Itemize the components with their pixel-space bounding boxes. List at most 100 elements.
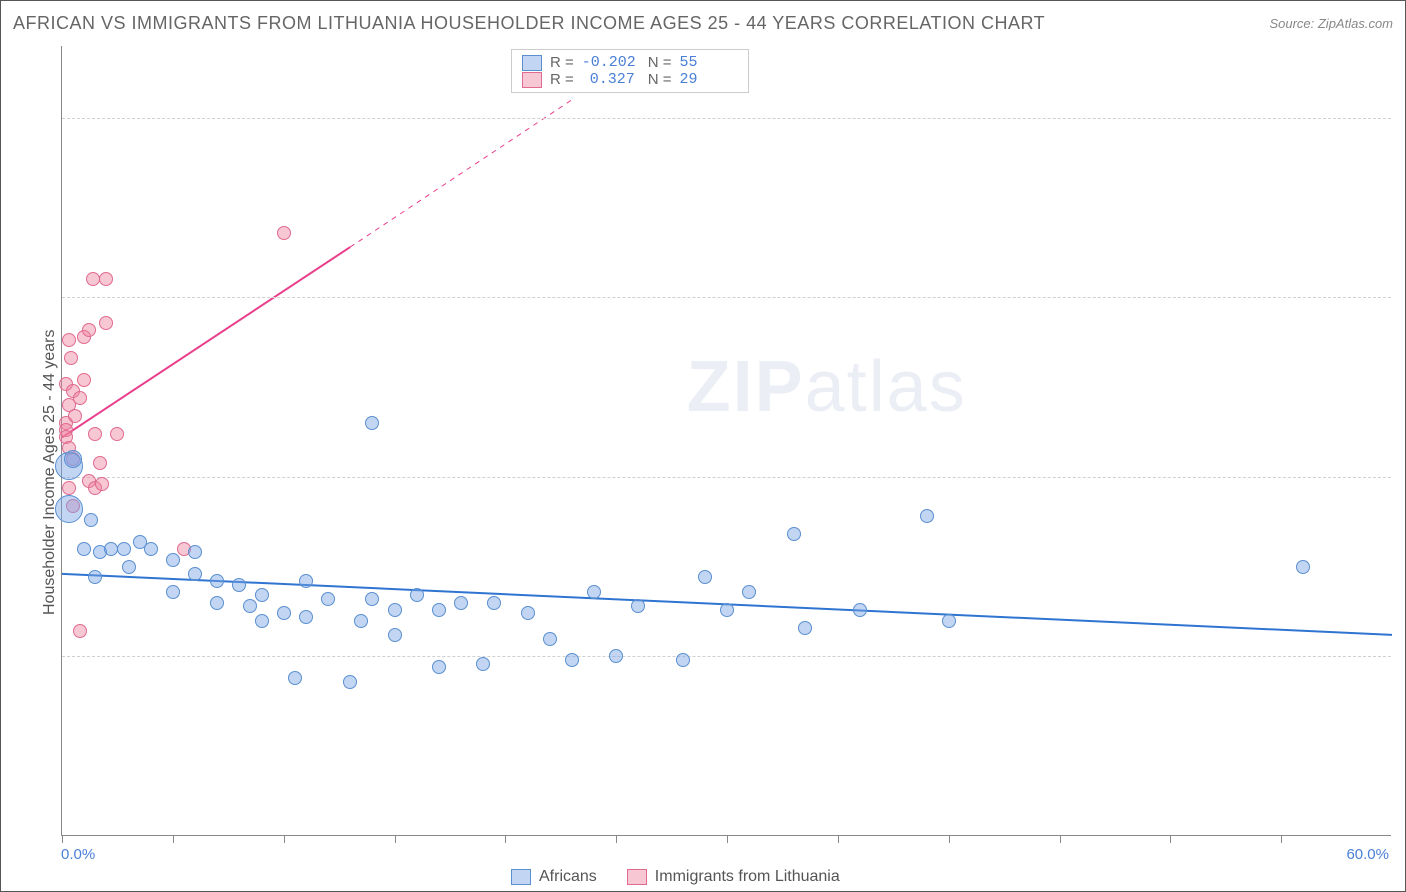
data-point-africans (521, 606, 535, 620)
data-point-africans (487, 596, 501, 610)
data-point-africans (104, 542, 118, 556)
legend-row-lithuania: R = 0.327 N = 29 (522, 71, 738, 88)
source-label: Source: ZipAtlas.com (1269, 16, 1393, 31)
data-point-africans (255, 588, 269, 602)
x-tick (284, 835, 285, 843)
legend-item-africans: Africans (511, 868, 597, 886)
data-point-lithuania (95, 477, 109, 491)
data-point-africans (698, 570, 712, 584)
x-max-label: 60.0% (1346, 846, 1389, 863)
data-point-africans (1296, 560, 1310, 574)
data-point-africans (166, 585, 180, 599)
data-point-lithuania (93, 456, 107, 470)
data-point-africans (853, 603, 867, 617)
data-point-africans (277, 606, 291, 620)
grid-line (62, 297, 1391, 298)
data-point-africans (77, 542, 91, 556)
data-point-africans (210, 596, 224, 610)
data-point-africans (432, 660, 446, 674)
data-point-lithuania (68, 409, 82, 423)
data-point-africans (920, 509, 934, 523)
title-bar: AFRICAN VS IMMIGRANTS FROM LITHUANIA HOU… (13, 9, 1393, 37)
data-point-lithuania (277, 226, 291, 240)
data-point-africans (321, 592, 335, 606)
data-point-africans (365, 592, 379, 606)
data-point-africans (454, 596, 468, 610)
data-point-africans (64, 450, 82, 468)
swatch-lithuania-bottom (627, 869, 647, 885)
data-point-africans (117, 542, 131, 556)
x-tick (62, 835, 63, 843)
data-point-lithuania (86, 272, 100, 286)
data-point-africans (299, 610, 313, 624)
data-point-africans (798, 621, 812, 635)
chart-title: AFRICAN VS IMMIGRANTS FROM LITHUANIA HOU… (13, 13, 1045, 34)
x-min-label: 0.0% (61, 846, 95, 863)
grid-line (62, 477, 1391, 478)
x-tick (1281, 835, 1282, 843)
y-axis-title: Householder Income Ages 25 - 44 years (41, 329, 59, 615)
swatch-lithuania (522, 72, 542, 88)
data-point-africans (720, 603, 734, 617)
data-point-africans (354, 614, 368, 628)
x-tick (395, 835, 396, 843)
data-point-africans (166, 553, 180, 567)
x-tick (173, 835, 174, 843)
legend-correlation: R = -0.202 N = 55 R = 0.327 N = 29 (511, 49, 749, 93)
legend-item-lithuania: Immigrants from Lithuania (627, 868, 840, 886)
data-point-africans (410, 588, 424, 602)
grid-line (62, 118, 1391, 119)
data-point-africans (144, 542, 158, 556)
data-point-africans (88, 570, 102, 584)
data-point-africans (388, 628, 402, 642)
data-point-africans (565, 653, 579, 667)
x-tick (505, 835, 506, 843)
data-point-lithuania (99, 272, 113, 286)
data-point-africans (188, 567, 202, 581)
data-point-lithuania (73, 391, 87, 405)
data-point-africans (587, 585, 601, 599)
x-tick (1170, 835, 1171, 843)
x-tick (949, 835, 950, 843)
data-point-africans (243, 599, 257, 613)
legend-series: Africans Immigrants from Lithuania (511, 868, 840, 886)
data-point-lithuania (62, 481, 76, 495)
x-tick (727, 835, 728, 843)
data-point-africans (188, 545, 202, 559)
data-point-lithuania (82, 323, 96, 337)
data-point-africans (676, 653, 690, 667)
data-point-africans (84, 513, 98, 527)
data-point-africans (631, 599, 645, 613)
data-point-africans (365, 416, 379, 430)
x-tick (616, 835, 617, 843)
data-point-africans (288, 671, 302, 685)
swatch-africans-bottom (511, 869, 531, 885)
x-tick (838, 835, 839, 843)
data-point-africans (210, 574, 224, 588)
chart-container: AFRICAN VS IMMIGRANTS FROM LITHUANIA HOU… (0, 0, 1406, 892)
x-tick (1060, 835, 1061, 843)
data-point-africans (787, 527, 801, 541)
data-point-lithuania (64, 351, 78, 365)
data-point-africans (388, 603, 402, 617)
data-point-africans (742, 585, 756, 599)
data-point-africans (343, 675, 357, 689)
grid-line (62, 656, 1391, 657)
data-point-africans (122, 560, 136, 574)
watermark: ZIPatlas (687, 346, 967, 428)
data-point-africans (942, 614, 956, 628)
plot-area: ZIPatlas $50,000$100,000$150,000$200,000 (61, 46, 1391, 836)
legend-row-africans: R = -0.202 N = 55 (522, 54, 738, 71)
data-point-africans (543, 632, 557, 646)
data-point-africans (232, 578, 246, 592)
trend-lines (62, 46, 1392, 836)
data-point-africans (299, 574, 313, 588)
swatch-africans (522, 55, 542, 71)
data-point-lithuania (88, 427, 102, 441)
data-point-africans (609, 649, 623, 663)
data-point-africans (476, 657, 490, 671)
data-point-africans (432, 603, 446, 617)
data-point-lithuania (73, 624, 87, 638)
data-point-lithuania (62, 333, 76, 347)
data-point-africans (255, 614, 269, 628)
